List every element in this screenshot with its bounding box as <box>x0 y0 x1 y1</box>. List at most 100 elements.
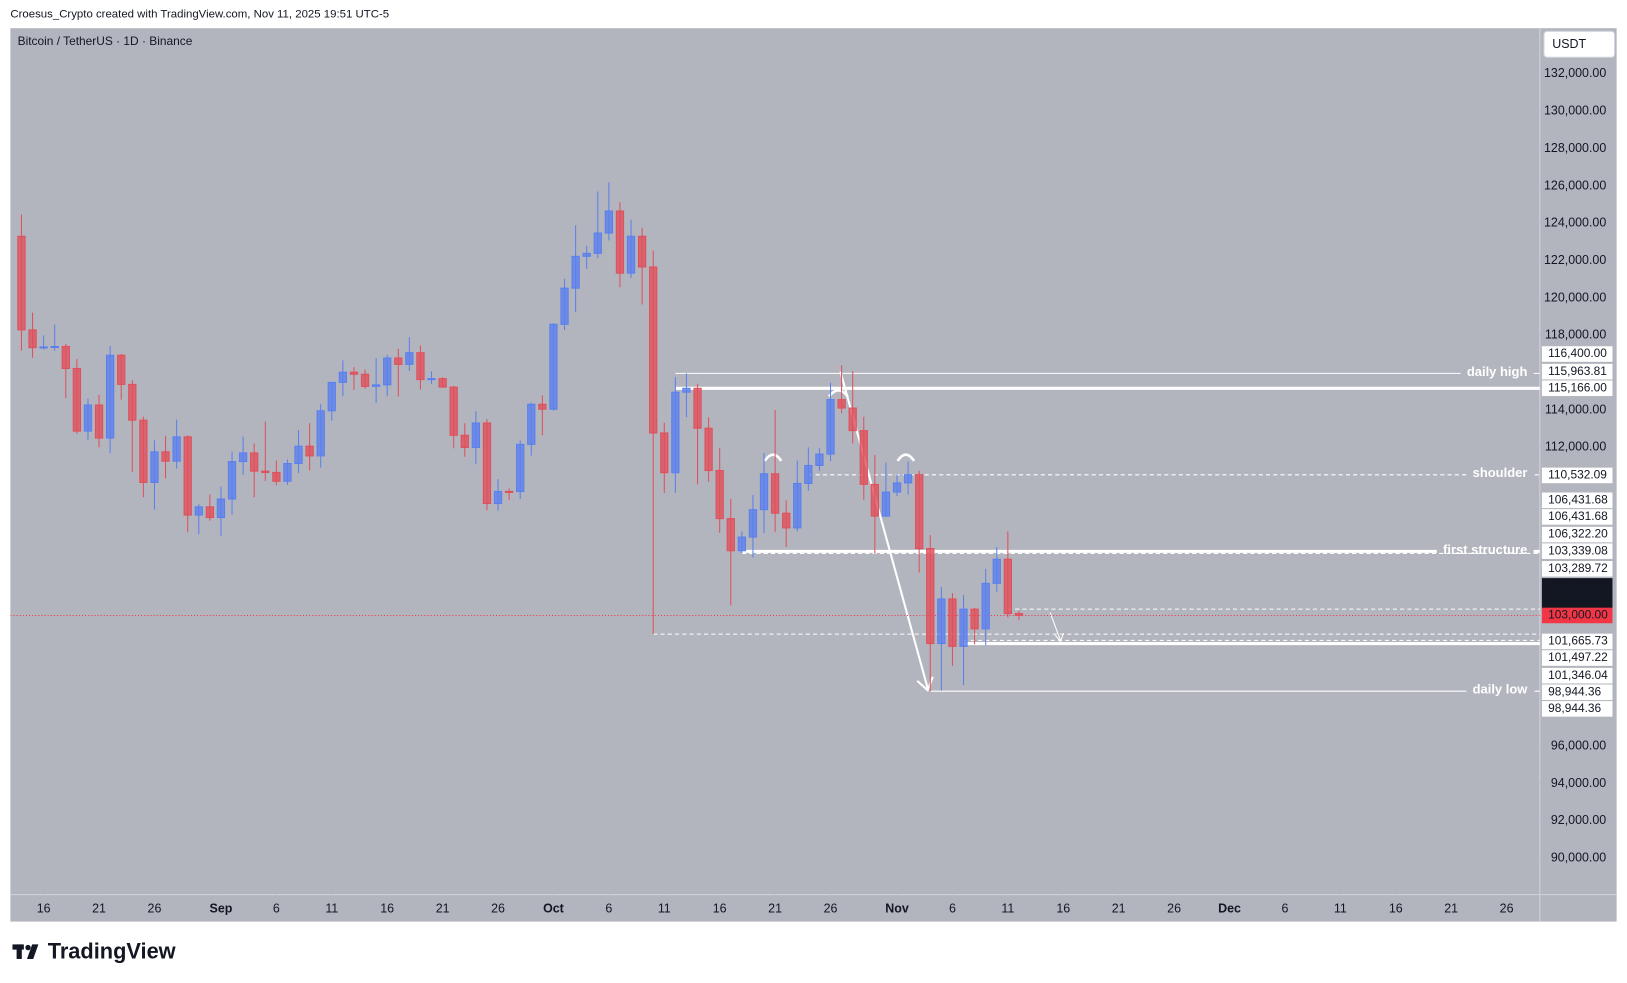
price-badge-label: 106,431.68 <box>1548 492 1608 506</box>
candle-body <box>682 387 691 393</box>
marker-badge <box>1541 578 1613 609</box>
arc <box>763 453 783 462</box>
candle-body <box>726 518 735 552</box>
candle-body <box>349 371 359 375</box>
candle-body <box>194 506 203 516</box>
level-label-bg <box>1460 363 1534 379</box>
candle-body <box>1003 558 1013 615</box>
candle-body <box>759 473 769 511</box>
x-tick-label: 11 <box>325 901 338 915</box>
x-tick-label: 21 <box>92 901 106 915</box>
y-tick-label: 132,000.00 <box>1544 66 1606 80</box>
candle-body <box>405 352 414 365</box>
candle-body <box>61 345 70 369</box>
price-badge-label: 101,665.73 <box>1548 634 1608 648</box>
candle-body <box>394 357 403 365</box>
price-badge <box>1541 667 1613 684</box>
y-tick-label: 90,000.00 <box>1551 850 1606 864</box>
candle-body <box>748 509 758 538</box>
x-tick-label: 21 <box>1444 901 1458 915</box>
candle-body <box>848 407 857 432</box>
candle-body <box>959 608 968 647</box>
candle-body <box>383 357 392 386</box>
last-price-badge <box>1541 607 1613 624</box>
candle-body <box>449 386 458 436</box>
candle-body <box>649 266 658 434</box>
last-price-label: 103,000.00 <box>1548 608 1608 622</box>
candle-body <box>926 548 935 645</box>
candle-body <box>660 432 669 474</box>
price-badge <box>1541 684 1613 701</box>
logo-shape <box>26 944 39 959</box>
candle-body <box>205 506 215 519</box>
candle-body <box>948 598 957 647</box>
price-badge-label: 115,963.81 <box>1548 364 1607 378</box>
candle-body <box>371 384 381 387</box>
x-tick-label: 16 <box>713 901 727 915</box>
x-tick-label: 11 <box>1001 901 1014 915</box>
candle-body <box>881 491 891 517</box>
price-badge <box>1541 363 1613 380</box>
candle-body <box>161 451 170 462</box>
logo-shape <box>16 944 22 959</box>
candle-body <box>117 354 126 385</box>
price-badge <box>1541 346 1613 362</box>
price-badge <box>1541 650 1613 666</box>
level-label: shoulder <box>1473 465 1528 480</box>
candle-body <box>804 464 813 484</box>
candle-body <box>504 490 514 493</box>
y-tick-label: 128,000.00 <box>1544 141 1606 155</box>
x-tick-label: 6 <box>949 901 956 915</box>
header: Croesus_Crypto created with TradingView.… <box>10 9 389 21</box>
x-tick-label: 26 <box>148 901 162 915</box>
price-badge-label: 101,497.22 <box>1548 650 1608 664</box>
price-badge <box>1541 492 1613 509</box>
candle-body <box>671 391 680 474</box>
arc <box>896 453 916 462</box>
candle-body <box>28 329 37 349</box>
x-tick-label: 26 <box>1500 901 1514 915</box>
candle-body <box>837 399 846 409</box>
candle-body <box>615 210 625 274</box>
candle-body <box>870 483 880 517</box>
candle-body <box>39 346 48 349</box>
candle-body <box>150 451 159 483</box>
candle-body <box>172 436 181 462</box>
candle-body <box>826 399 835 455</box>
candle-body <box>238 452 248 463</box>
candle-body <box>527 403 536 445</box>
x-tick-label: 16 <box>1389 901 1403 915</box>
candle-body <box>294 445 303 465</box>
candle-body <box>261 470 270 473</box>
candle-body <box>637 235 647 268</box>
candle-body <box>17 235 26 331</box>
candle-body <box>83 404 93 432</box>
currency-box[interactable] <box>1543 30 1616 58</box>
y-tick-label: 96,000.00 <box>1551 738 1606 752</box>
candle-body <box>704 427 713 472</box>
candle-body <box>105 354 115 439</box>
candle-body <box>937 598 946 645</box>
level-label: first structure <box>1443 542 1527 557</box>
x-tick-label: 6 <box>1281 901 1288 915</box>
price-badge-label: 106,322.20 <box>1548 527 1608 541</box>
candle-body <box>460 434 469 448</box>
price-badge-label: 116,400.00 <box>1548 346 1607 360</box>
y-tick-label: 120,000.00 <box>1544 290 1606 304</box>
currency[interactable]: USDT <box>1552 37 1586 51</box>
x-tick-label: Sep <box>210 901 233 915</box>
candle-body <box>571 255 580 289</box>
candle-body <box>360 373 370 387</box>
candle-body <box>416 352 425 381</box>
candle-body <box>915 474 924 550</box>
candle-body <box>283 463 292 482</box>
symbol-title: Bitcoin / TetherUS · 1D · Binance <box>18 34 193 48</box>
x-tick-label: 6 <box>273 901 280 915</box>
price-badge-label: 106,431.68 <box>1548 509 1608 523</box>
x-tick-label: 21 <box>1112 901 1126 915</box>
x-tick-label: Oct <box>543 901 564 915</box>
x-tick-label: 16 <box>1056 901 1070 915</box>
candle-body <box>715 469 724 520</box>
